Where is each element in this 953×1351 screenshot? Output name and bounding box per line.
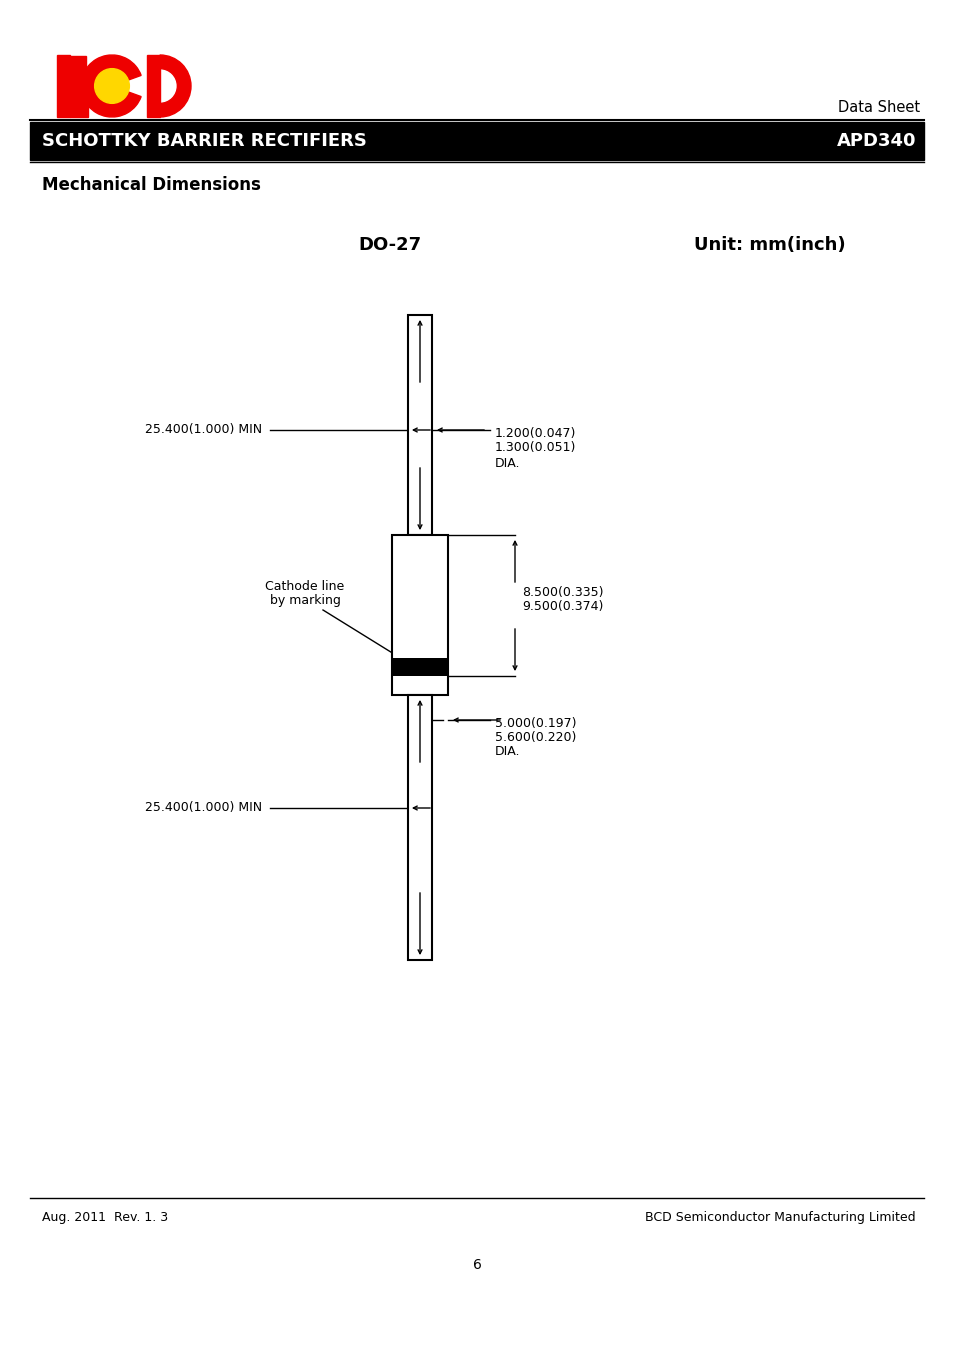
Text: SCHOTTKY BARRIER RECTIFIERS: SCHOTTKY BARRIER RECTIFIERS xyxy=(42,132,367,150)
Bar xyxy=(408,315,432,535)
Text: BCD Semiconductor Manufacturing Limited: BCD Semiconductor Manufacturing Limited xyxy=(644,1212,915,1224)
Bar xyxy=(392,535,448,694)
Text: by marking: by marking xyxy=(270,594,340,607)
Wedge shape xyxy=(160,55,191,118)
Text: 1.300(0.051): 1.300(0.051) xyxy=(495,440,576,454)
Text: 5.600(0.220): 5.600(0.220) xyxy=(495,731,576,744)
Text: 5.000(0.197): 5.000(0.197) xyxy=(495,717,576,730)
Text: 9.500(0.374): 9.500(0.374) xyxy=(521,600,602,613)
Text: 6: 6 xyxy=(472,1258,481,1273)
Text: DIA.: DIA. xyxy=(495,744,520,758)
Text: Cathode line: Cathode line xyxy=(265,580,344,593)
Text: 1.200(0.047): 1.200(0.047) xyxy=(495,427,576,440)
Bar xyxy=(147,55,160,118)
Text: Unit: mm(inch): Unit: mm(inch) xyxy=(694,236,845,254)
Bar xyxy=(70,57,86,86)
Circle shape xyxy=(94,69,130,104)
Text: 8.500(0.335): 8.500(0.335) xyxy=(521,586,603,598)
Bar xyxy=(408,694,432,961)
Text: DO-27: DO-27 xyxy=(358,236,421,254)
Text: Mechanical Dimensions: Mechanical Dimensions xyxy=(42,176,260,195)
Bar xyxy=(57,55,70,118)
Text: Data Sheet: Data Sheet xyxy=(837,100,919,115)
Text: APD340: APD340 xyxy=(836,132,915,150)
Wedge shape xyxy=(81,55,141,118)
Text: Aug. 2011  Rev. 1. 3: Aug. 2011 Rev. 1. 3 xyxy=(42,1212,168,1224)
Bar xyxy=(70,88,88,118)
Text: DIA.: DIA. xyxy=(495,457,520,470)
Bar xyxy=(392,658,448,676)
Bar xyxy=(30,122,923,159)
Text: 25.400(1.000) MIN: 25.400(1.000) MIN xyxy=(145,801,262,815)
Text: 25.400(1.000) MIN: 25.400(1.000) MIN xyxy=(145,423,262,436)
